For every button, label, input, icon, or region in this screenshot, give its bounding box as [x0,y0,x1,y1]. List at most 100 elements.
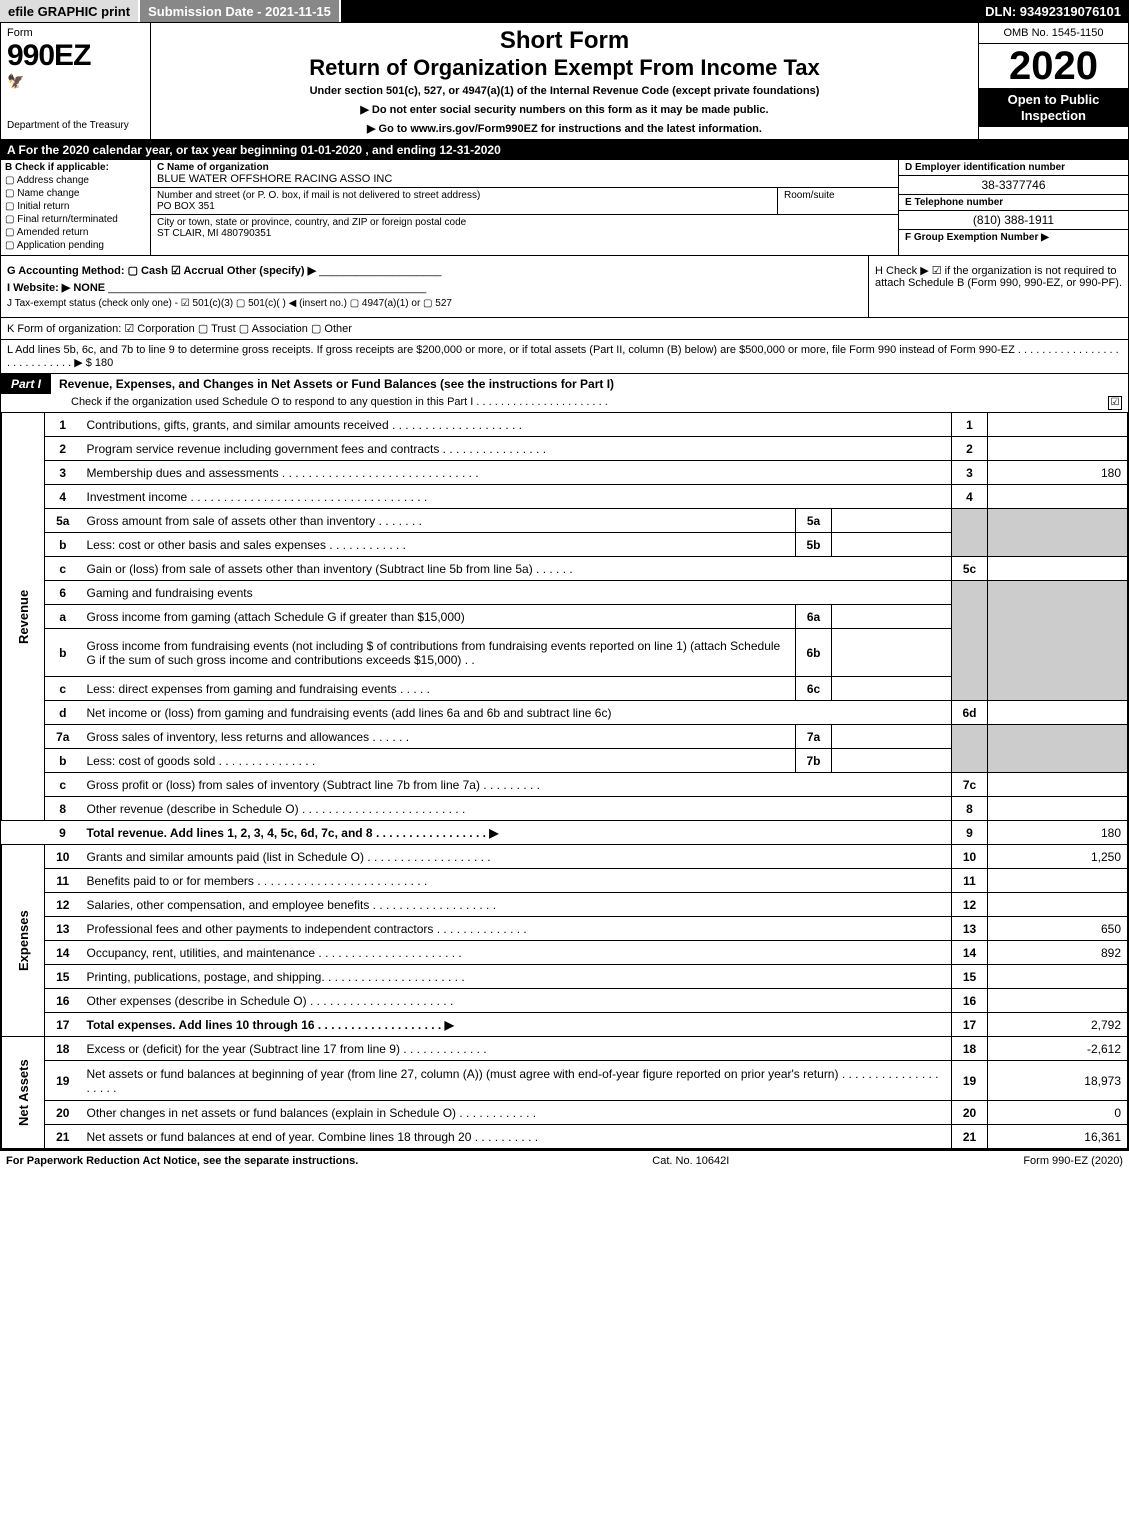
chk-application-pending[interactable]: Application pending [5,240,146,251]
ln-12-amt [988,893,1128,917]
org-name-label: C Name of organization [157,162,269,173]
city-row: City or town, state or province, country… [151,215,898,241]
ln-18-amt: -2,612 [988,1037,1128,1061]
ln-4-desc: Investment income . . . . . . . . . . . … [81,485,952,509]
line-i-text: I Website: ▶ NONE [7,282,105,294]
ln-17-amt: 2,792 [988,1013,1128,1037]
line-h: H Check ▶ ☑ if the organization is not r… [868,256,1128,317]
ln-14-desc: Occupancy, rent, utilities, and maintena… [81,941,952,965]
side-revenue: Revenue [2,413,45,821]
ln-13-desc: Professional fees and other payments to … [81,917,952,941]
ln-7a-desc: Gross sales of inventory, less returns a… [81,725,796,749]
part1-bar: Part I Revenue, Expenses, and Changes in… [1,374,1128,394]
chk-name-change[interactable]: Name change [5,188,146,199]
form-header: Form 990EZ 🦅 Department of the Treasury … [1,23,1128,140]
inspect-line1: Open to Public [1008,92,1100,107]
short-form-title: Short Form [157,27,972,55]
ln-21-desc: Net assets or fund balances at end of ye… [81,1125,952,1149]
ln-5a-subamt [832,509,952,533]
form-number: 990EZ [7,39,144,73]
identity-block: B Check if applicable: Address change Na… [1,160,1128,256]
ghij-row: G Accounting Method: ▢ Cash ☑ Accrual Ot… [1,256,1128,318]
ln-6d-amt [988,701,1128,725]
submission-date: Submission Date - 2021-11-15 [140,0,341,22]
ln-6b-sub: 6b [796,629,832,677]
ln-6a-desc: Gross income from gaming (attach Schedul… [81,605,796,629]
warn-link[interactable]: ▶ Go to www.irs.gov/Form990EZ for instru… [157,122,972,135]
return-title: Return of Organization Exempt From Incom… [157,55,972,81]
ln-12-desc: Salaries, other compensation, and employ… [81,893,952,917]
box-d: D Employer identification number 38-3377… [898,160,1128,255]
ln-6b-desc: Gross income from fundraising events (no… [81,629,796,677]
part1-sub-text: Check if the organization used Schedule … [71,396,608,410]
ln-7a-sub: 7a [796,725,832,749]
footer-left: For Paperwork Reduction Act Notice, see … [6,1155,358,1167]
ln-19-desc: Net assets or fund balances at beginning… [81,1061,952,1101]
return-subtitle: Under section 501(c), 527, or 4947(a)(1)… [157,85,972,97]
ln-1-num: 1 [45,413,81,437]
chk-final-return[interactable]: Final return/terminated [5,214,146,225]
ln-20-amt: 0 [988,1101,1128,1125]
ln-5b-desc: Less: cost or other basis and sales expe… [81,533,796,557]
ln-11-amt [988,869,1128,893]
part1-title: Revenue, Expenses, and Changes in Net As… [51,374,1128,394]
room-label: Room/suite [778,188,898,214]
ln-1-amt [988,413,1128,437]
tel-label: E Telephone number [905,197,1003,208]
city-value: ST CLAIR, MI 480790351 [157,228,271,239]
ln-2-amt [988,437,1128,461]
footer-right: Form 990-EZ (2020) [1023,1155,1123,1167]
box-c: C Name of organization BLUE WATER OFFSHO… [151,160,898,255]
line-i: I Website: ▶ NONE ______________________… [7,281,862,294]
footer: For Paperwork Reduction Act Notice, see … [0,1150,1129,1171]
chk-address-change[interactable]: Address change [5,175,146,186]
part1-sub-check[interactable]: ☑ [1108,396,1122,410]
form-label: Form [7,27,144,39]
ln-6-desc: Gaming and fundraising events [81,581,952,605]
ln-13-amt: 650 [988,917,1128,941]
ln-9-b: Total revenue. Add lines 1, 2, 3, 4, 5c,… [87,826,499,840]
efile-label[interactable]: efile GRAPHIC print [0,0,140,22]
ln-1-r: 1 [952,413,988,437]
ln-11-desc: Benefits paid to or for members . . . . … [81,869,952,893]
line-k: K Form of organization: ☑ Corporation ▢ … [1,318,1128,340]
org-name-row: C Name of organization BLUE WATER OFFSHO… [151,160,898,188]
footer-mid: Cat. No. 10642I [652,1155,729,1167]
chk-initial-return[interactable]: Initial return [5,201,146,212]
city-label: City or town, state or province, country… [157,217,466,228]
ln-17-desc: Total expenses. Add lines 10 through 16 … [81,1013,952,1037]
inspect-line2: Inspection [1021,108,1086,123]
period-bar: A For the 2020 calendar year, or tax yea… [1,140,1128,160]
part1-sub: Check if the organization used Schedule … [1,394,1128,412]
line-g: G Accounting Method: ▢ Cash ☑ Accrual Ot… [7,264,862,277]
ln-21-amt: 16,361 [988,1125,1128,1149]
ln-6b-subamt [832,629,952,677]
ln-6c-subamt [832,677,952,701]
form-container: Form 990EZ 🦅 Department of the Treasury … [0,22,1129,1150]
ln-9-amt: 180 [988,821,1128,845]
dept-label: Department of the Treasury [7,120,144,131]
dln: DLN: 93492319076101 [977,0,1129,22]
ln-1-desc: Contributions, gifts, grants, and simila… [81,413,952,437]
addr-label: Number and street (or P. O. box, if mail… [157,190,480,201]
org-name: BLUE WATER OFFSHORE RACING ASSO INC [157,173,392,185]
ln-9-desc: Total revenue. Add lines 1, 2, 3, 4, 5c,… [81,821,952,845]
ln-7c-desc: Gross profit or (loss) from sales of inv… [81,773,952,797]
eagle-icon: 🦅 [7,73,24,89]
line-l: L Add lines 5b, 6c, and 7b to line 9 to … [1,340,1128,374]
ln-8-desc: Other revenue (describe in Schedule O) .… [81,797,952,821]
ln-2-desc: Program service revenue including govern… [81,437,952,461]
ln-16-desc: Other expenses (describe in Schedule O) … [81,989,952,1013]
ln-7b-subamt [832,749,952,773]
ln-5b-subamt [832,533,952,557]
ln-15-desc: Printing, publications, postage, and shi… [81,965,952,989]
header-right: OMB No. 1545-1150 2020 Open to Public In… [978,23,1128,139]
ln-5a-desc: Gross amount from sale of assets other t… [81,509,796,533]
ln-5b-sub: 5b [796,533,832,557]
group-exemption-label: F Group Exemption Number ▶ [905,232,1049,243]
ln-18-desc: Excess or (deficit) for the year (Subtra… [81,1037,952,1061]
chk-amended-return[interactable]: Amended return [5,227,146,238]
ln-10-desc: Grants and similar amounts paid (list in… [81,845,952,869]
ln-3-desc: Membership dues and assessments . . . . … [81,461,952,485]
ln-6c-desc: Less: direct expenses from gaming and fu… [81,677,796,701]
